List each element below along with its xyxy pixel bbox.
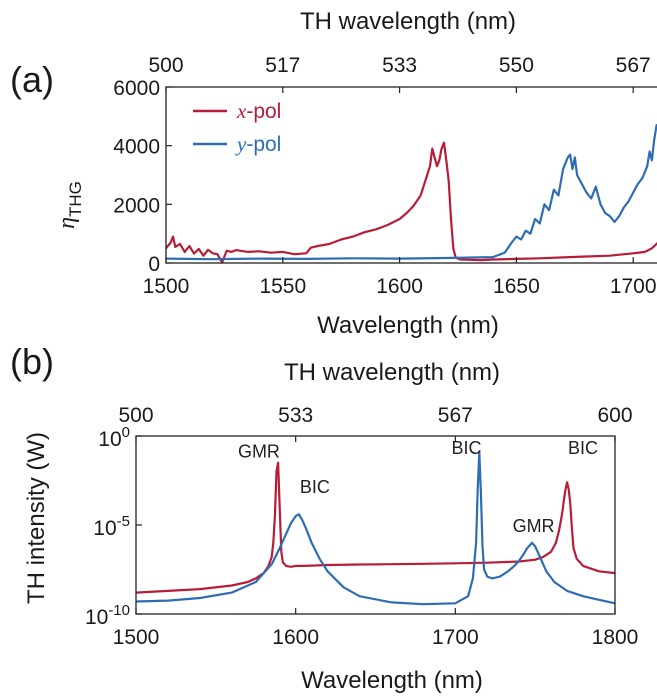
x-tick-label: 1500	[143, 275, 190, 298]
top-tick-label: 533	[278, 404, 313, 427]
legend-y-var: y	[235, 132, 247, 156]
top-tick-label: 600	[597, 404, 632, 427]
series-line-y-pol	[165, 124, 657, 261]
legend-label-x-pol: x-pol	[236, 99, 281, 123]
y-tick-label: 0	[148, 253, 160, 276]
panel-b-top-tick-labels: 500 533 567 600	[118, 404, 632, 427]
series-line-x-pol	[165, 141, 657, 264]
top-tick-label: 500	[118, 404, 153, 427]
y-tick-label: 6000	[113, 77, 160, 100]
x-tick-label: 1700	[610, 275, 657, 298]
panel-a-legend: x-pol y-pol	[193, 99, 281, 156]
panel-a-ylabel-subscript: THG	[66, 181, 85, 217]
series-line-red	[135, 461, 616, 594]
panel-a-top-axis-label: TH wavelength (nm)	[300, 8, 516, 35]
top-tick-label: 567	[616, 54, 651, 77]
x-tick-label: 1800	[592, 626, 639, 649]
y-tick-label: 10-5	[93, 513, 130, 540]
y-tick-label: 10-10	[85, 602, 130, 629]
top-tick-label: 550	[499, 54, 534, 77]
panel-b-y-tick-labels: 100 10-5 10-10	[85, 424, 130, 629]
legend-x-var: x	[236, 99, 247, 123]
x-tick-label: 1600	[376, 275, 423, 298]
series-line-blue	[135, 450, 616, 606]
panel-a-frame	[165, 86, 657, 264]
panel-b-xlabel: Wavelength (nm)	[301, 667, 483, 694]
panel-a: (a) TH wavelength (nm) 50051753355056758…	[10, 8, 657, 339]
annotation-gmr: GMR	[238, 441, 280, 461]
y-tick-label: 100	[98, 424, 130, 451]
legend-x-suffix: -pol	[246, 100, 281, 123]
panel-b: (b) TH wavelength (nm) 500 533 567 600 TH i…	[10, 341, 638, 694]
x-tick-label: 1650	[493, 275, 540, 298]
x-tick-label: 1550	[259, 275, 306, 298]
panel-a-ylabel-symbol: η	[54, 217, 80, 229]
y-tick-label: 4000	[113, 136, 160, 159]
annotation-bic: BIC	[452, 438, 482, 458]
x-tick-label: 1600	[272, 626, 319, 649]
annotation-gmr: GMR	[513, 516, 555, 536]
top-tick-label: 567	[438, 404, 473, 427]
panel-a-xlabel: Wavelength (nm)	[317, 312, 499, 339]
panel-a-x-tick-labels: 150015501600165017001750	[143, 275, 657, 298]
panel-a-ylabel: ηTHG	[54, 181, 85, 229]
panel-b-frame	[135, 435, 616, 615]
legend-label-y-pol: y-pol	[235, 132, 281, 156]
x-tick-label: 1700	[432, 626, 479, 649]
panel-a-label: (a)	[10, 59, 54, 100]
panel-b-annotations: GMR BIC BIC GMR BIC	[238, 438, 598, 536]
top-tick-label: 517	[265, 54, 300, 77]
panel-b-label: (b)	[10, 341, 54, 382]
panel-a-top-tick-labels: 500517533550567583	[148, 54, 651, 77]
panel-b-ylabel: TH intensity (W)	[23, 432, 50, 604]
legend-y-suffix: -pol	[246, 133, 281, 156]
top-tick-label: 533	[382, 54, 417, 77]
panel-b-x-tick-labels: 1500 1600 1700 1800	[113, 626, 639, 649]
annotation-bic: BIC	[300, 477, 330, 497]
y-tick-label: 2000	[113, 194, 160, 217]
top-tick-label: 500	[148, 54, 183, 77]
panel-b-top-axis-label: TH wavelength (nm)	[284, 359, 500, 386]
panel-a-y-tick-labels: 0 2000 4000 6000	[113, 77, 160, 276]
x-tick-label: 1500	[113, 626, 160, 649]
panel-a-series	[165, 124, 657, 264]
annotation-bic: BIC	[568, 438, 598, 458]
panel-b-series	[135, 450, 616, 606]
